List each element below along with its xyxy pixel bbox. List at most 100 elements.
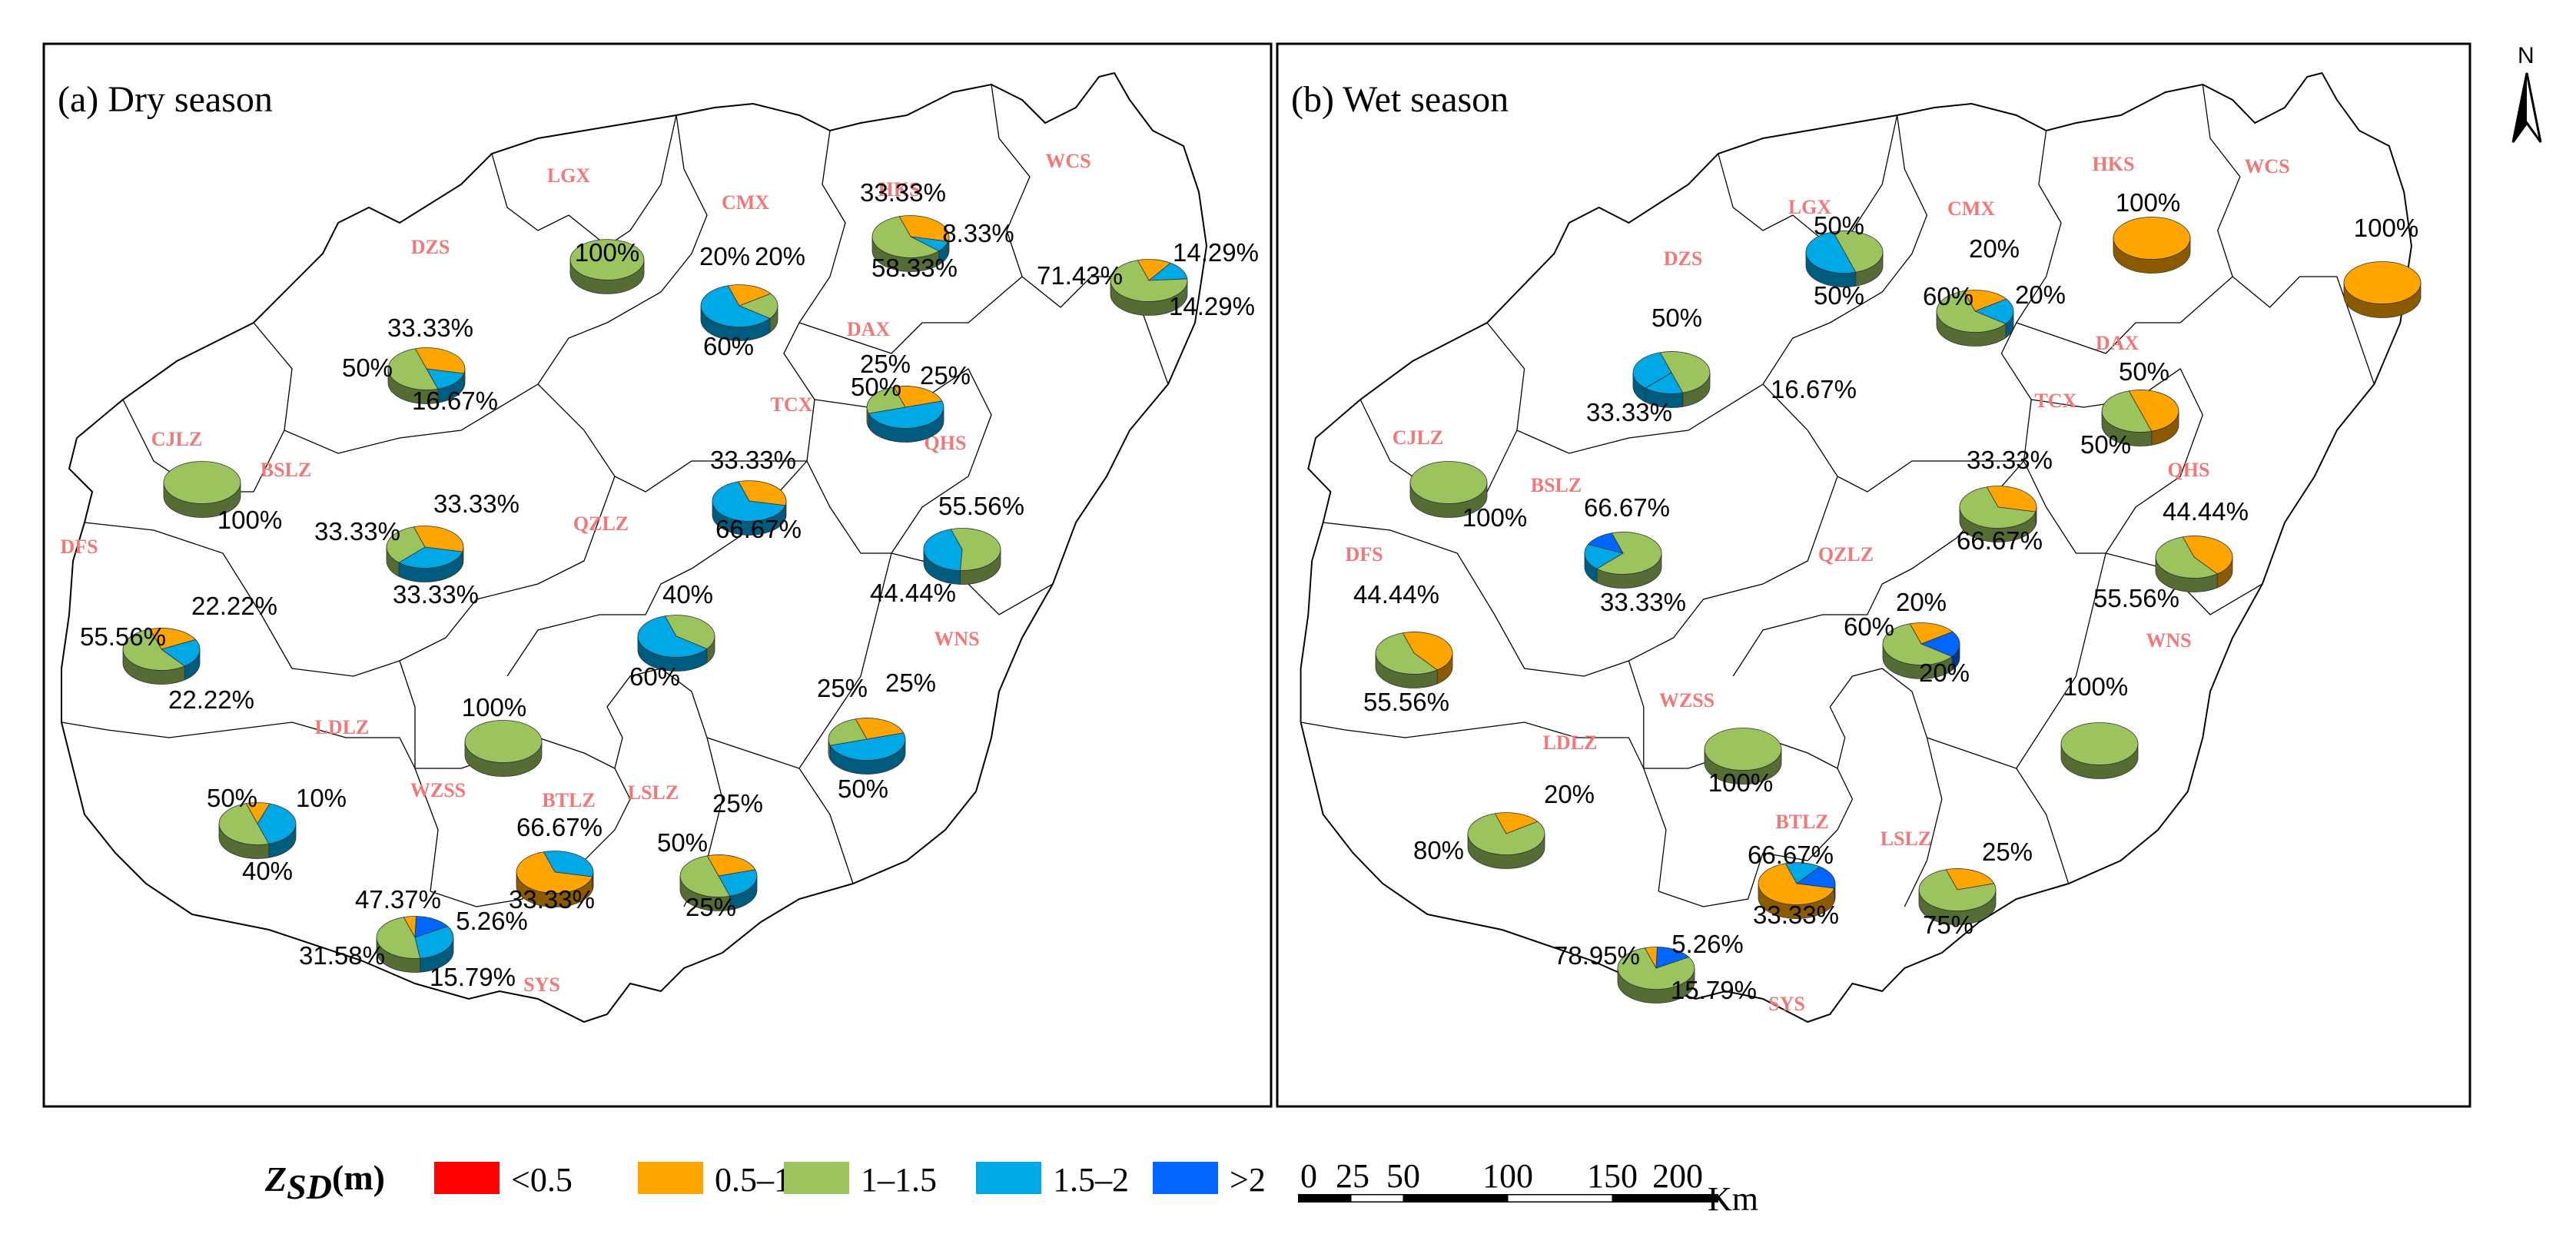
pie-slice-dfs-1 xyxy=(161,639,201,667)
north-label: N xyxy=(2518,43,2535,68)
pie-slice-cmx-2 xyxy=(700,285,771,327)
pie-qhs: 55.56% 44.44% xyxy=(870,492,1024,607)
legend-swatch-1 xyxy=(638,1162,703,1194)
region-label-qzlz: QZLZ xyxy=(573,513,629,535)
pie-slice-tcx-0 xyxy=(738,480,787,506)
scale-seg-5 xyxy=(1612,1195,1718,1202)
pie-label-wns-1: 25% xyxy=(817,674,868,702)
pie-slice-dax-2 xyxy=(866,386,906,414)
pie-slice-dax-0 xyxy=(893,386,943,408)
pie-slice-bslz-1 xyxy=(398,546,463,569)
pie-label-wns-0: 100% xyxy=(2063,672,2128,701)
scale-unit: Km xyxy=(1708,1180,1758,1218)
pie-label-sys-0: 47.37% xyxy=(355,885,441,914)
pie-hks: 33.33% 8.33% 58.33% xyxy=(860,178,1014,282)
pie-slice-btlz-0 xyxy=(543,851,594,877)
legend-title-z: ZSD xyxy=(264,1159,332,1206)
legend-label-2: 1–1.5 xyxy=(861,1161,937,1199)
pie-label-qzlz-0: 20% xyxy=(1896,588,1947,616)
region-label-sys: SYS xyxy=(523,974,560,996)
pie-label-hks-2: 58.33% xyxy=(871,254,958,282)
pie-label-dax-0: 50% xyxy=(2119,357,2169,386)
pie-slice-lslz-1 xyxy=(718,869,758,897)
pie-label-cmx-0: 20% xyxy=(1969,234,2020,263)
pie-slice-dax-1 xyxy=(868,400,944,429)
region-label-bslz: BSLZ xyxy=(1531,474,1582,496)
pie-cjlz: 100% xyxy=(163,461,282,534)
pie-dax: 25%50%25% xyxy=(851,350,971,443)
pie-slice-wzss-0 xyxy=(464,720,543,763)
pie-slice-wcs-0 xyxy=(2343,261,2422,304)
pie-slice-dzs-0 xyxy=(1659,351,1711,393)
pie-slice-btlz-2 xyxy=(1758,863,1835,905)
region-label-cmx: CMX xyxy=(1947,197,1995,220)
pie-slice-wns-0 xyxy=(855,718,905,740)
pie-slice-cmx-1 xyxy=(738,293,778,319)
region-label-lslz: LSLZ xyxy=(1881,828,1932,850)
pie-slice-bslz-0 xyxy=(413,526,464,552)
legend-label-0: <0.5 xyxy=(511,1161,573,1199)
pie-label-cmx-1: 20% xyxy=(755,242,805,270)
pie-slice-lslz-2 xyxy=(680,855,731,897)
pie-label-lgx-0: 50% xyxy=(1814,211,1864,240)
scale-tick-3: 100 xyxy=(1482,1157,1533,1195)
pie-slice-wns-1 xyxy=(829,732,906,761)
region-label-dax: DAX xyxy=(2096,332,2139,354)
island-outline xyxy=(61,72,1207,1023)
pie-slice-qzlz-0 xyxy=(664,615,715,649)
pie-label-bslz-1: 33.33% xyxy=(393,580,479,609)
pie-cmx: 20%20% 60% xyxy=(699,242,805,360)
pie-slice-ldlz-1 xyxy=(257,803,297,844)
pie-label-sys-2: 15.79% xyxy=(1671,976,1757,1004)
pie-label-dzs-1: 16.67% xyxy=(1771,375,1857,403)
region-label-tcx: TCX xyxy=(2035,390,2077,412)
pie-slice-sys-2 xyxy=(1617,947,1695,990)
region-label-wns: WNS xyxy=(934,628,979,650)
pie-label-ldlz-0: 20% xyxy=(1544,780,1595,808)
scale-seg-2 xyxy=(1350,1194,1404,1202)
panel-b-frame xyxy=(1276,42,2471,1108)
pie-slice-ldlz-2 xyxy=(219,803,270,845)
pie-label-wcs-1: 14.29% xyxy=(1169,292,1255,320)
region-label-dfs: DFS xyxy=(60,536,98,558)
pie-slice-dax-1 xyxy=(2101,390,2153,433)
pie-label-lslz-2: 25% xyxy=(685,893,736,921)
pie-slice-hks-0 xyxy=(2113,217,2191,260)
pie-slice-cmx-2 xyxy=(1936,290,2007,333)
pie-slice-qzlz-1 xyxy=(637,615,708,658)
pie-label-wzss-0: 100% xyxy=(1708,768,1773,797)
pie-label-cmx-2: 60% xyxy=(703,332,754,360)
pie-label-sys-2: 31.58% xyxy=(299,941,385,970)
pie-slice-lgx-1 xyxy=(1805,231,1857,274)
pie-label-lslz-0: 25% xyxy=(712,789,763,818)
pie-label-lslz-1: 50% xyxy=(657,828,708,857)
region-label-sys: SYS xyxy=(1768,993,1805,1015)
pie-slice-dzs-0 xyxy=(414,347,466,374)
region-label-cmx: CMX xyxy=(722,191,769,214)
pie-bslz: 66.67% 33.33% xyxy=(1584,493,1686,616)
pie-slice-wcs-2 xyxy=(1110,260,1188,302)
pie-slice-lslz-0 xyxy=(706,854,756,877)
pie-label-dax-0: 25% xyxy=(920,361,971,390)
pie-slice-lgx-0 xyxy=(1832,231,1884,273)
pie-label-bslz-2: 33.33% xyxy=(314,517,400,546)
pie-label-hks-1: 8.33% xyxy=(942,219,1014,247)
scale-tick-1: 25 xyxy=(1336,1157,1369,1195)
pie-label-dax-1: 50% xyxy=(851,373,901,401)
legend-swatch-2 xyxy=(784,1162,849,1194)
pie-btlz: 66.67% 33.33% xyxy=(509,813,603,914)
region-label-btlz: BTLZ xyxy=(542,789,595,811)
pie-slice-bslz-1 xyxy=(1584,544,1625,569)
panel-a-map xyxy=(61,72,1207,1023)
pie-label-lgx-1: 50% xyxy=(1814,281,1864,310)
pie-label-wcs-0: 100% xyxy=(2354,214,2418,242)
pie-slice-cmx-0 xyxy=(727,284,772,307)
pie-label-btlz-0: 66.67% xyxy=(516,813,603,841)
scale-seg-4 xyxy=(1507,1194,1613,1202)
pie-label-ldlz-1: 80% xyxy=(1413,836,1464,864)
legend-title-unit: (m) xyxy=(332,1158,385,1197)
region-label-dfs: DFS xyxy=(1345,543,1383,566)
pie-slice-qzlz-0 xyxy=(1909,622,1954,645)
pie-btlz: 66.67% 33.33% xyxy=(1748,841,1839,929)
scale-tick-5: 200 xyxy=(1652,1157,1703,1195)
